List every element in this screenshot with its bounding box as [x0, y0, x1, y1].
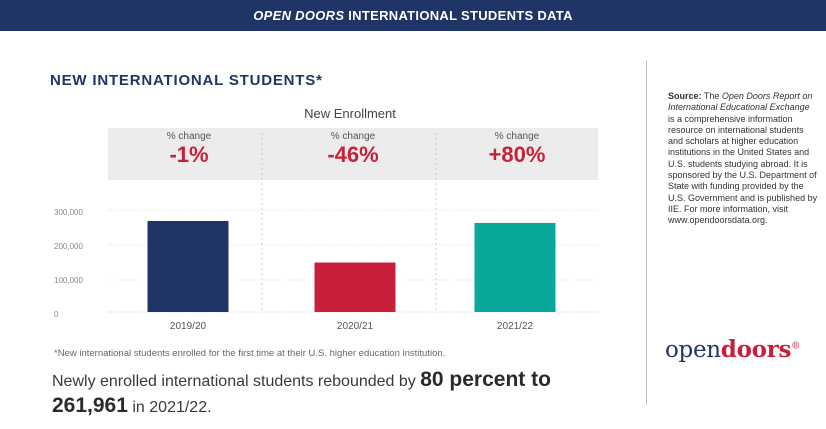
pct-change-label: % change [494, 131, 540, 142]
pct-change-value: -46% [327, 142, 379, 167]
opendoors-logo: opendoors® [665, 336, 800, 363]
pct-change-2020-21: % change -46% [272, 131, 434, 168]
summary-highlight2: 261,961 [52, 394, 128, 417]
source-label: Source: [668, 91, 702, 101]
y-tick-label: 100,000 [54, 276, 83, 285]
summary-text: Newly enrolled international students re… [52, 368, 622, 420]
pct-change-panel [108, 128, 598, 180]
y-tick-label: 300,000 [54, 208, 83, 217]
source-note: Source: The Open Doors Report on Interna… [668, 91, 818, 227]
source-the: The [701, 91, 722, 101]
x-tick-label: 2019/20 [169, 321, 207, 332]
x-tick-label: 2020/21 [336, 321, 374, 332]
pct-change-label: % change [330, 131, 376, 142]
pct-change-label: % change [166, 131, 212, 142]
bar-2019-20 [147, 220, 229, 312]
bar-2021-22 [474, 222, 556, 312]
y-tick-label: 0 [54, 310, 59, 319]
header-brand: OPEN DOORS [253, 8, 345, 23]
pct-change-value: +80% [488, 142, 546, 167]
x-tick-label: 2021/22 [496, 321, 534, 332]
pct-change-2021-22: % change +80% [436, 131, 598, 168]
header-bar: OPEN DOORS INTERNATIONAL STUDENTS DATA [0, 0, 826, 31]
source-description: is a comprehensive information resource … [668, 113, 818, 226]
pct-change-value: -1% [169, 142, 209, 167]
chart-title: New Enrollment [304, 106, 396, 121]
vertical-divider [646, 60, 647, 405]
summary-part1: Newly enrolled international students re… [52, 373, 421, 390]
logo-registered-mark: ® [791, 341, 800, 352]
logo-part2: doors [720, 336, 792, 363]
y-tick-label: 200,000 [54, 242, 83, 251]
summary-part2: in 2021/22. [127, 399, 212, 416]
pct-change-2019-20: % change -1% [108, 131, 270, 168]
section-title: NEW INTERNATIONAL STUDENTS* [50, 72, 323, 89]
bar-2020-21 [314, 262, 396, 312]
summary-highlight1: 80 percent to [420, 368, 551, 391]
logo-part1: open [665, 337, 721, 363]
source-report-name: Open Doors Report on International Educa… [668, 91, 813, 113]
footnote: *New international students enrolled for… [54, 348, 446, 359]
header-title: INTERNATIONAL STUDENTS DATA [344, 8, 573, 23]
